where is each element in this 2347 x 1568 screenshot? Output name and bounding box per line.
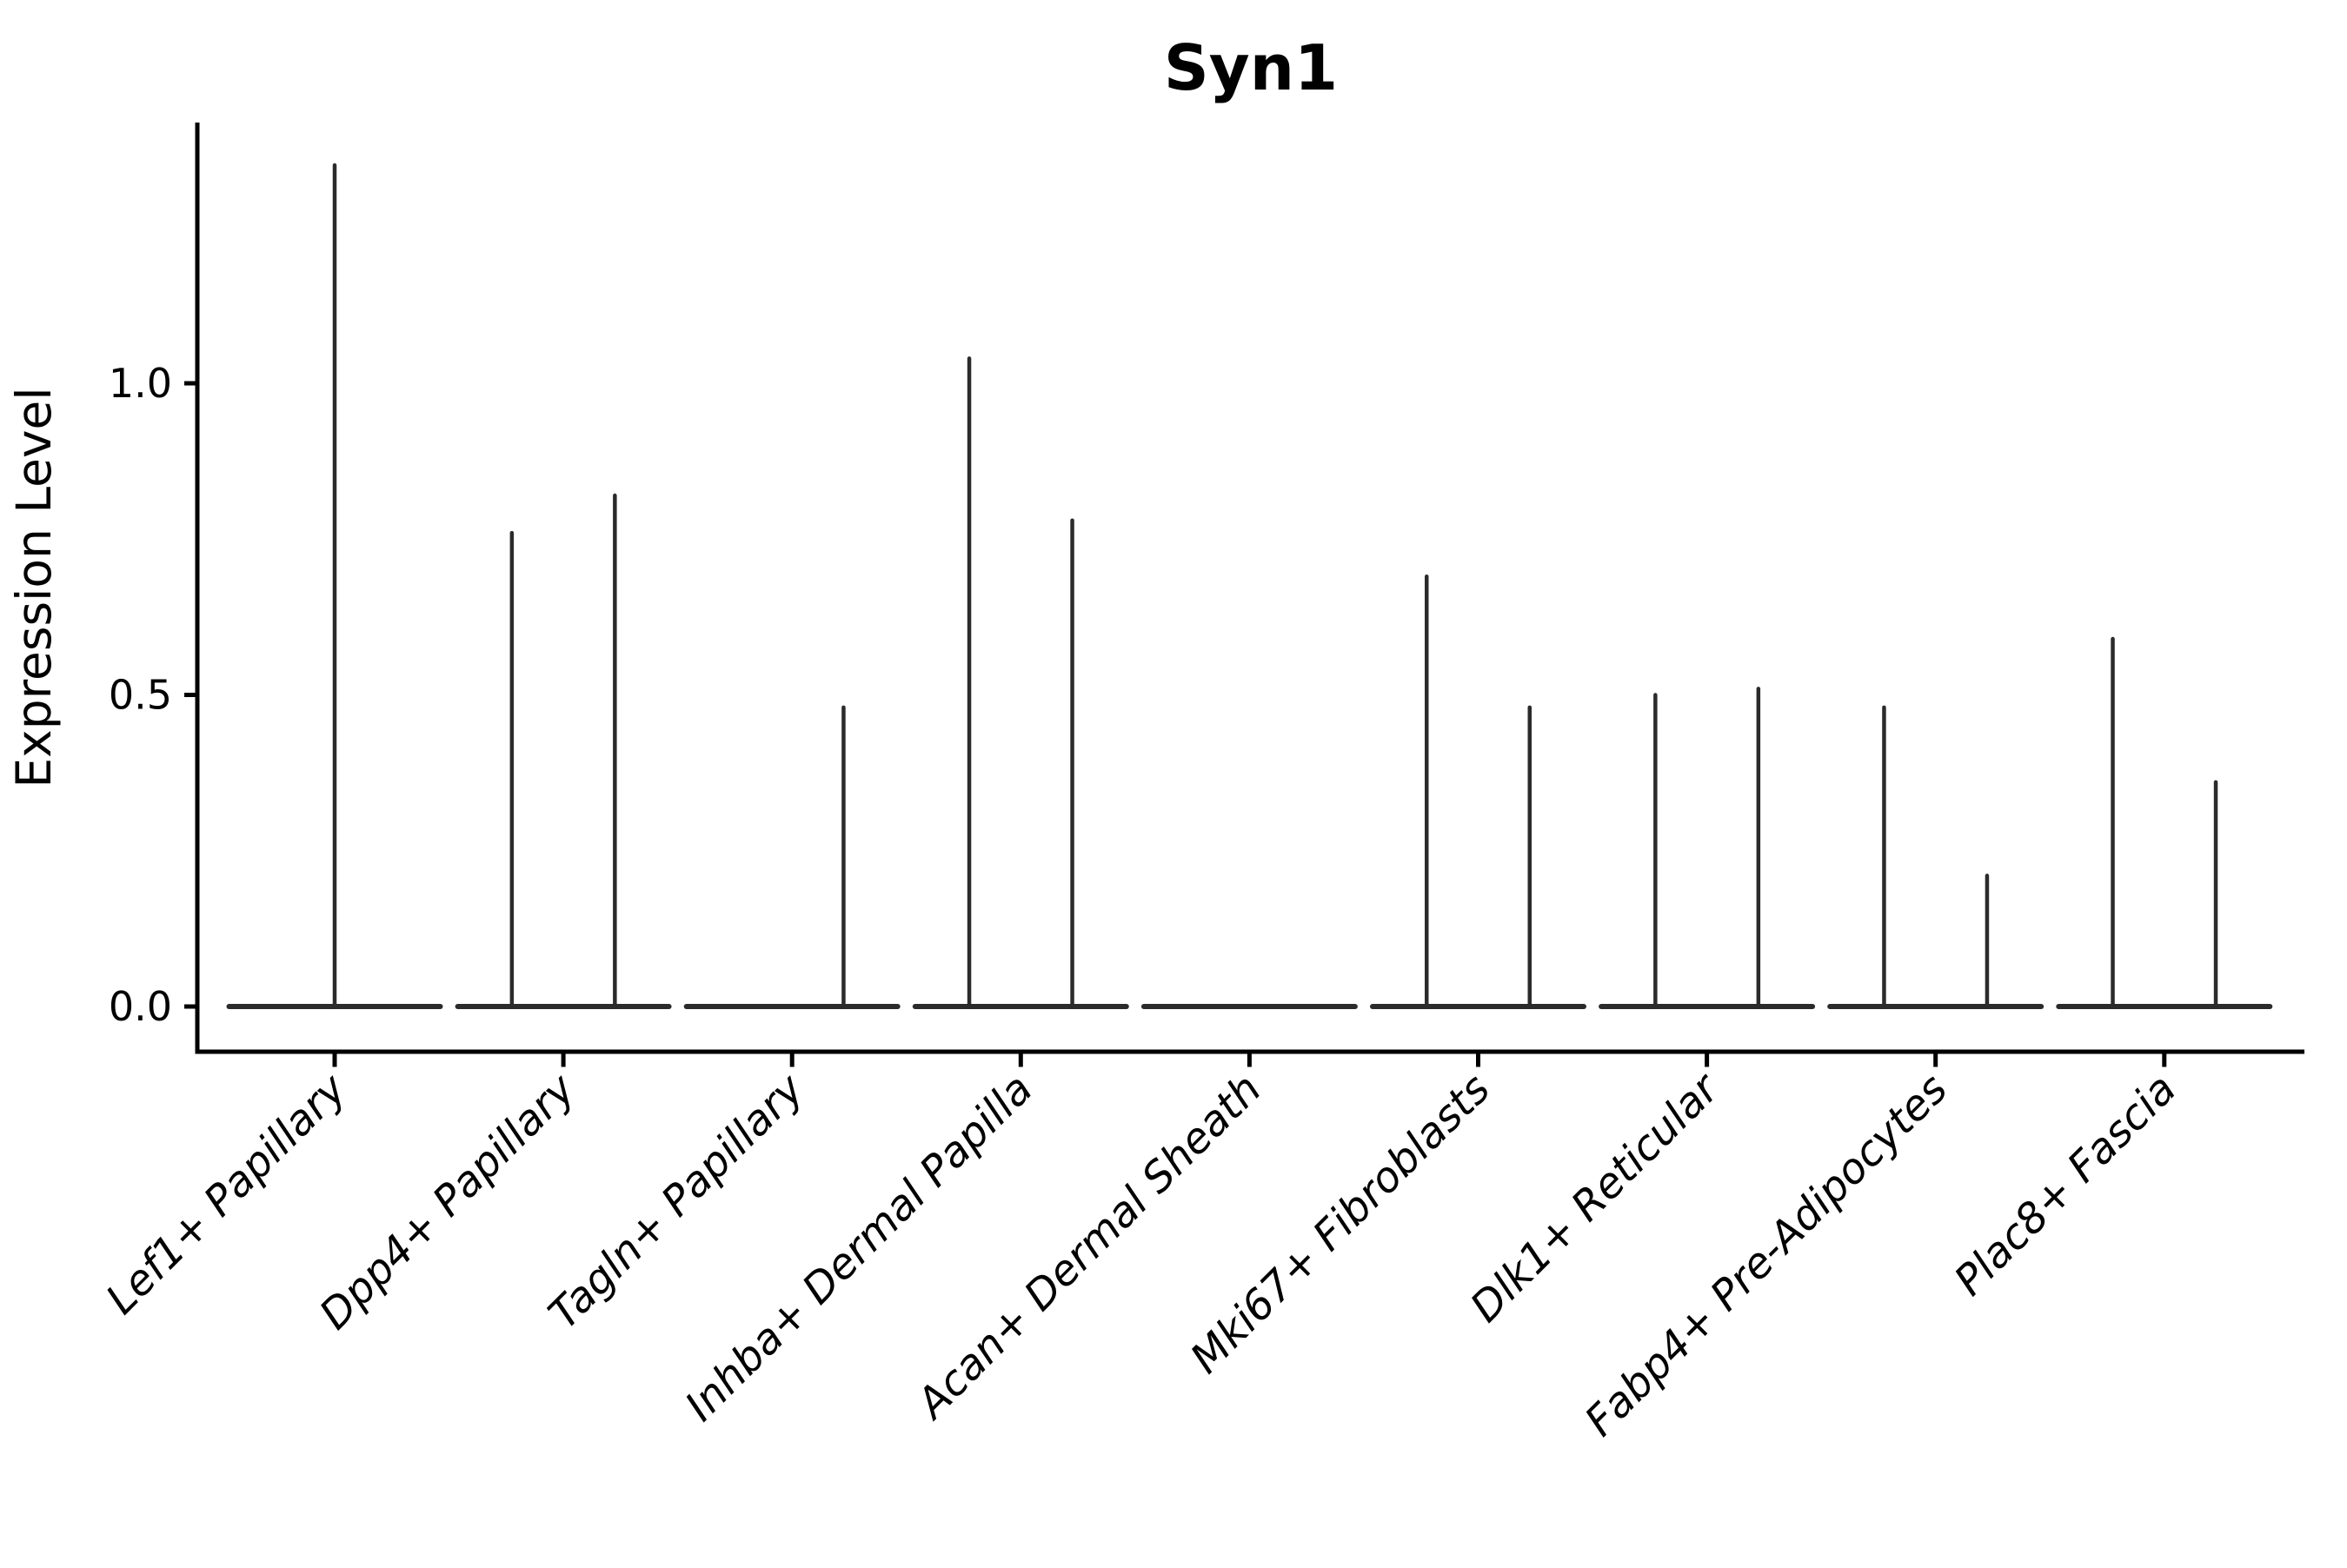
chart-title: Syn1 bbox=[1164, 31, 1338, 104]
violin-group bbox=[912, 356, 1129, 1009]
violin-layer bbox=[226, 163, 2273, 1009]
x-tick-label: Lef1+ Papillary bbox=[96, 1064, 356, 1324]
x-tick-label: Fabp4+ Pre-Adipocytes bbox=[1576, 1065, 1958, 1446]
violin-group bbox=[1827, 705, 2044, 1009]
y-tick-label: 0.0 bbox=[109, 983, 172, 1030]
violin-group bbox=[455, 493, 672, 1009]
x-tick-label: Plac8+ Fascia bbox=[1945, 1065, 2186, 1306]
x-tick-label: Dpp4+ Papillary bbox=[310, 1064, 585, 1339]
y-tick-label: 0.5 bbox=[109, 672, 172, 719]
violin-group bbox=[683, 705, 901, 1009]
x-tick-label: Dlk1+ Reticular bbox=[1461, 1063, 1731, 1332]
violin-group bbox=[1370, 575, 1586, 1009]
violin-group bbox=[2056, 636, 2273, 1009]
violin-group bbox=[1599, 687, 1816, 1009]
y-tick-label: 1.0 bbox=[109, 360, 172, 407]
y-axis-label: Expression Level bbox=[6, 387, 62, 787]
x-tick-label: Tagln+ Papillary bbox=[539, 1064, 814, 1339]
violin-group bbox=[226, 163, 443, 1009]
